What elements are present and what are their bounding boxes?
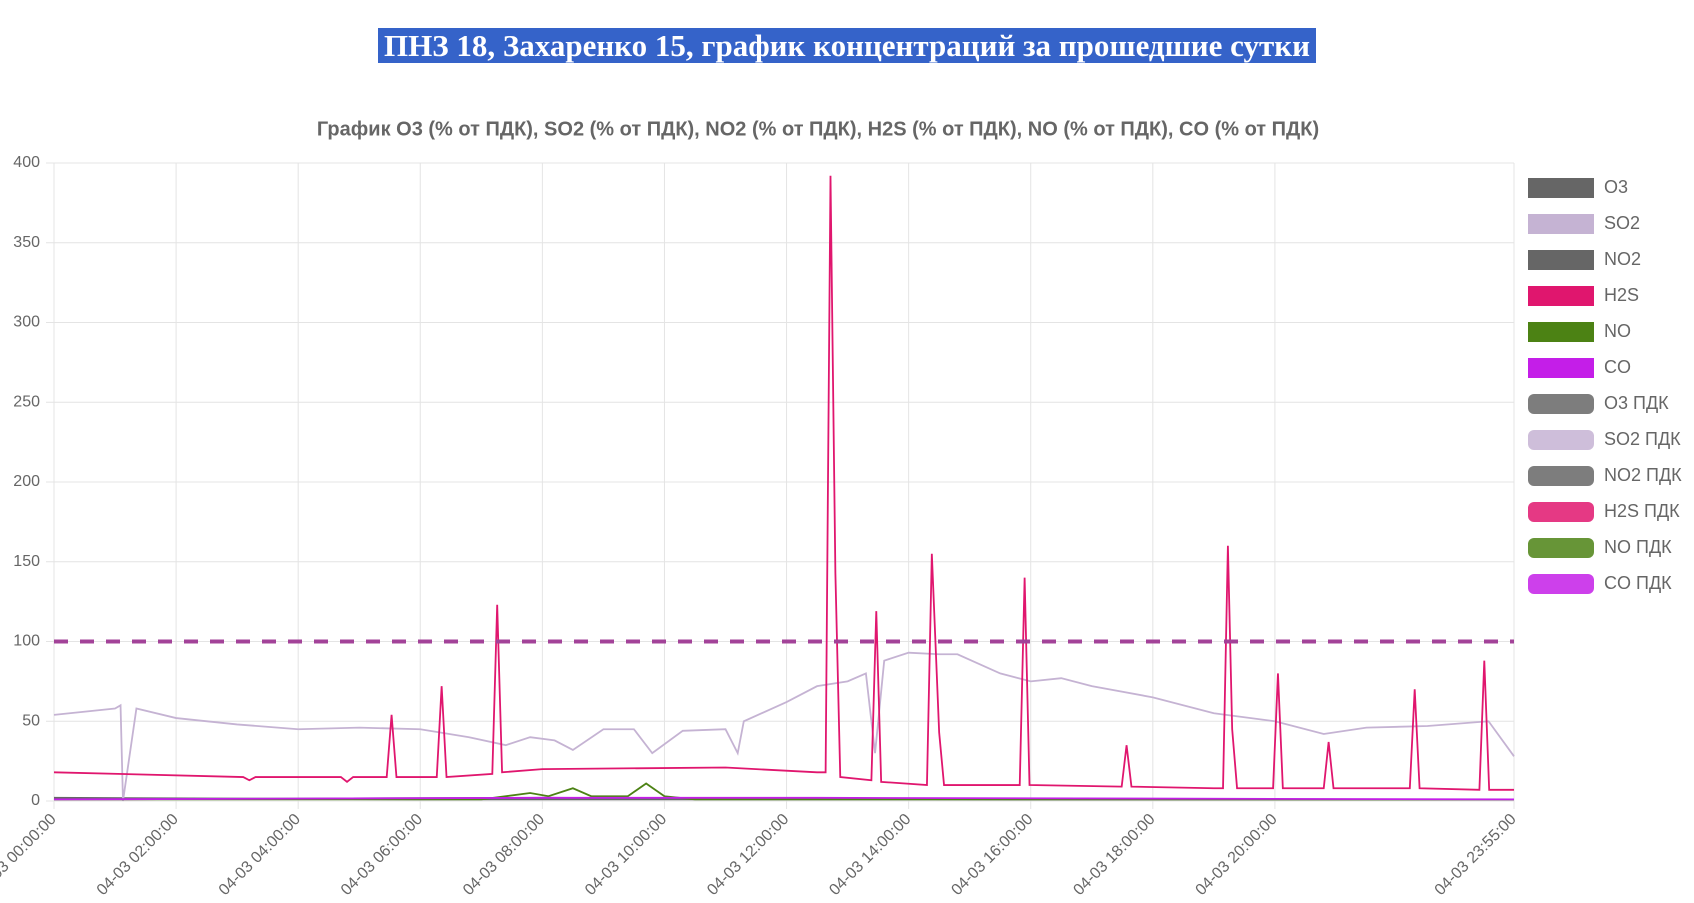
legend-swatch [1528, 502, 1594, 522]
legend-label: NO2 [1604, 249, 1641, 269]
series-line [53, 796, 1515, 801]
x-tick-label: 04-03 18:00:00 [1070, 811, 1158, 899]
legend-swatch [1528, 178, 1594, 198]
legend-label: CO [1604, 357, 1631, 377]
y-tick-label: 150 [13, 553, 40, 570]
legend-swatch [1528, 322, 1594, 342]
x-tick-label: 04-03 12:00:00 [704, 811, 792, 899]
legend-swatch [1528, 358, 1594, 378]
legend-label: O3 ПДК [1604, 393, 1669, 413]
legend-label: NO ПДК [1604, 537, 1672, 557]
y-tick-label: 0 [31, 792, 40, 809]
legend-label: H2S [1604, 285, 1639, 305]
chart-title: График O3 (% от ПДК), SO2 (% от ПДК), NO… [317, 118, 1319, 140]
y-tick-label: 300 [13, 314, 40, 331]
legend-swatch [1528, 466, 1594, 486]
x-tick-label: 04-03 04:00:00 [216, 811, 304, 899]
legend-swatch [1528, 286, 1594, 306]
legend-label: NO2 ПДК [1604, 465, 1682, 485]
legend-swatch [1528, 430, 1594, 450]
x-tick-label: 04-03 08:00:00 [460, 811, 548, 899]
legend-label: H2S ПДК [1604, 501, 1680, 521]
legend-swatch [1528, 394, 1594, 414]
y-tick-label: 100 [13, 633, 40, 650]
header: ПНЗ 18, Захаренко 15, график концентраци… [0, 28, 1694, 64]
legend-label: CO ПДК [1604, 573, 1672, 593]
legend-swatch [1528, 250, 1594, 270]
x-tick-label: 04-03 06:00:00 [338, 811, 426, 899]
x-tick-label: 04-03 02:00:00 [94, 811, 182, 899]
legend-swatch [1528, 538, 1594, 558]
y-tick-label: 250 [13, 393, 40, 410]
x-tick-label: 04-03 23:55:00 [1432, 811, 1520, 899]
series-line [53, 175, 1514, 791]
x-tick-label: 04-03 00:00:00 [0, 811, 60, 899]
page-title: ПНЗ 18, Захаренко 15, график концентраци… [378, 28, 1316, 63]
x-tick-label: 04-03 16:00:00 [948, 811, 1036, 899]
y-tick-label: 350 [13, 234, 40, 251]
legend-swatch [1528, 574, 1594, 594]
y-tick-label: 400 [13, 154, 40, 171]
legend-label: SO2 ПДК [1604, 429, 1681, 449]
legend-label: SO2 [1604, 213, 1640, 233]
y-tick-label: 200 [13, 473, 40, 490]
x-tick-label: 04-03 20:00:00 [1193, 811, 1281, 899]
series-line [53, 651, 1515, 802]
y-tick-label: 50 [22, 712, 40, 729]
x-tick-label: 04-03 14:00:00 [826, 811, 914, 899]
legend-swatch [1528, 214, 1594, 234]
legend-label: O3 [1604, 177, 1628, 197]
legend-label: NO [1604, 321, 1631, 341]
x-tick-label: 04-03 10:00:00 [582, 811, 670, 899]
